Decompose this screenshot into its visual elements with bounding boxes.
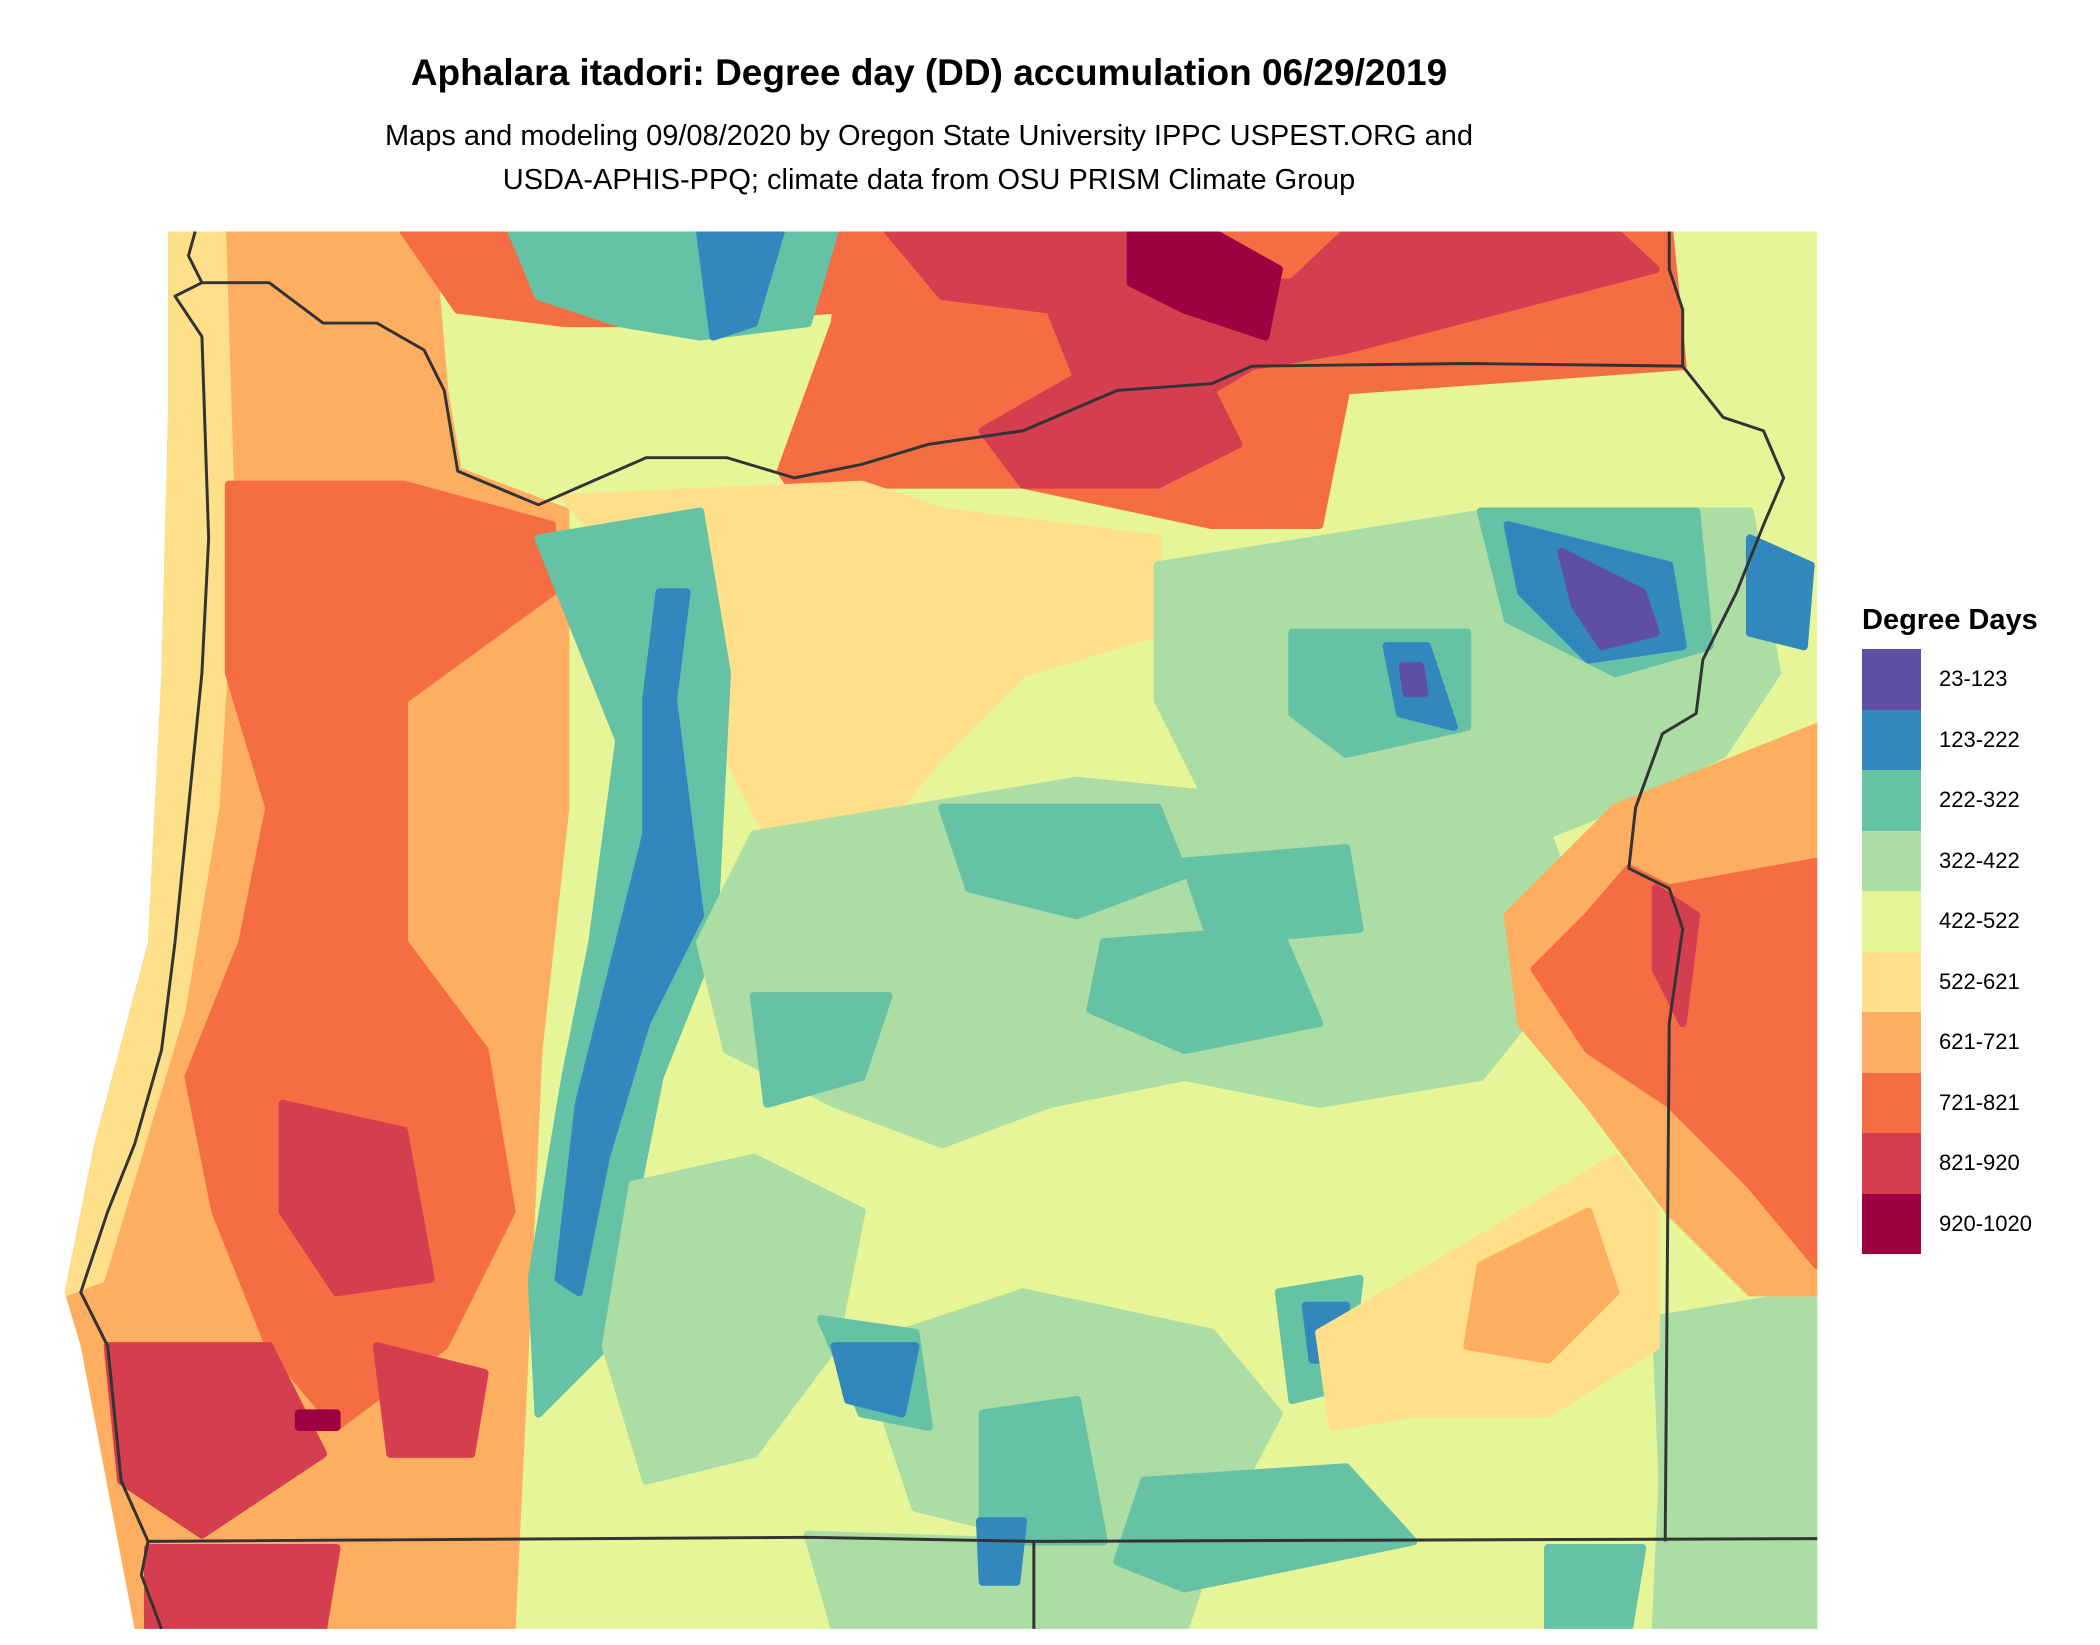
degree-day-raster: [64, 231, 1818, 1629]
legend-item: 721-821: [1862, 1072, 2038, 1133]
legend-label: 23-123: [1939, 666, 2008, 692]
legend-label: 322-422: [1939, 847, 2020, 873]
legend-swatch: [1862, 1133, 1921, 1194]
region-snake-river-hot: [1651, 884, 1701, 1028]
legend-item: 322-422: [1862, 830, 2038, 891]
region-south-blue-3: [975, 1517, 1028, 1586]
washington-idaho-border: [1667, 231, 1685, 367]
region-southeast-cool: [1651, 1288, 1818, 1629]
legend-swatch: [1862, 1012, 1921, 1073]
legend-swatch: [1862, 770, 1921, 831]
legend-swatch: [1862, 830, 1921, 891]
legend-item: 522-621: [1862, 951, 2038, 1012]
region-central-teal-4: [1180, 844, 1364, 947]
region-wallowa-blue: [1745, 534, 1815, 651]
legend-item: 920-1020: [1862, 1193, 2038, 1254]
region-central-teal-1: [938, 803, 1189, 920]
region-southwest-hot-1: [278, 1099, 435, 1297]
legend-item: 621-721: [1862, 1012, 2038, 1073]
legend-label: 522-621: [1939, 968, 2020, 994]
legend-label: 422-522: [1939, 908, 2020, 934]
region-north-blue: [695, 231, 785, 341]
region-south-cool-1: [601, 1153, 866, 1485]
legend-title: Degree Days: [1862, 604, 2038, 636]
legend: Degree Days 23-123 123-222 222-322 322-422 4…: [1862, 604, 2038, 1254]
region-south-blue-1: [830, 1342, 920, 1418]
legend-label: 621-721: [1939, 1029, 2020, 1055]
region-south-teal-4: [1113, 1463, 1418, 1593]
region-southwest-hot-3: [372, 1342, 489, 1458]
region-cascades-blue: [554, 588, 705, 1297]
region-southeast-orange: [1463, 1207, 1620, 1364]
region-southwest-peak: [294, 1409, 341, 1431]
map-subtitle-line-1: Maps and modeling 09/08/2020 by Oregon S…: [384, 120, 1474, 152]
legend-swatch: [1862, 891, 1921, 952]
legend-swatch: [1862, 649, 1921, 710]
region-north-peak: [1126, 231, 1283, 341]
legend-label: 222-322: [1939, 787, 2020, 813]
region-south-teal-5: [1544, 1544, 1647, 1629]
map-subtitle-line-2: USDA-APHIS-PPQ; climate data from OSU PR…: [502, 164, 1356, 196]
legend-swatch: [1862, 1072, 1921, 1133]
region-mid-coldest: [1398, 662, 1429, 698]
map-title: Aphalara itadori: Degree day (DD) accumu…: [410, 52, 1448, 93]
legend-item: 23-123: [1862, 649, 2038, 710]
legend-label: 920-1020: [1939, 1210, 2032, 1236]
legend-label: 123-222: [1939, 726, 2020, 752]
legend-label: 721-821: [1939, 1089, 2020, 1115]
legend-swatch: [1862, 1193, 1921, 1254]
legend-swatch: [1862, 951, 1921, 1012]
legend-swatch: [1862, 709, 1921, 770]
legend-item: 422-522: [1862, 891, 2038, 952]
legend-item: 123-222: [1862, 709, 2038, 770]
coastline: [79, 231, 211, 1630]
region-snake-river: [1530, 857, 1818, 1270]
region-southwest-hot-4: [144, 1544, 341, 1629]
legend-label: 821-920: [1939, 1150, 2020, 1176]
state-borders: [79, 231, 1818, 1630]
region-central-teal-3: [749, 992, 893, 1108]
region-blue-mountains-coldest: [1557, 547, 1660, 651]
columbia-river-border: [201, 281, 1786, 1542]
southern-border: [148, 1535, 1818, 1543]
legend-item: 222-322: [1862, 770, 2038, 831]
legend-item: 821-920: [1862, 1133, 2038, 1194]
